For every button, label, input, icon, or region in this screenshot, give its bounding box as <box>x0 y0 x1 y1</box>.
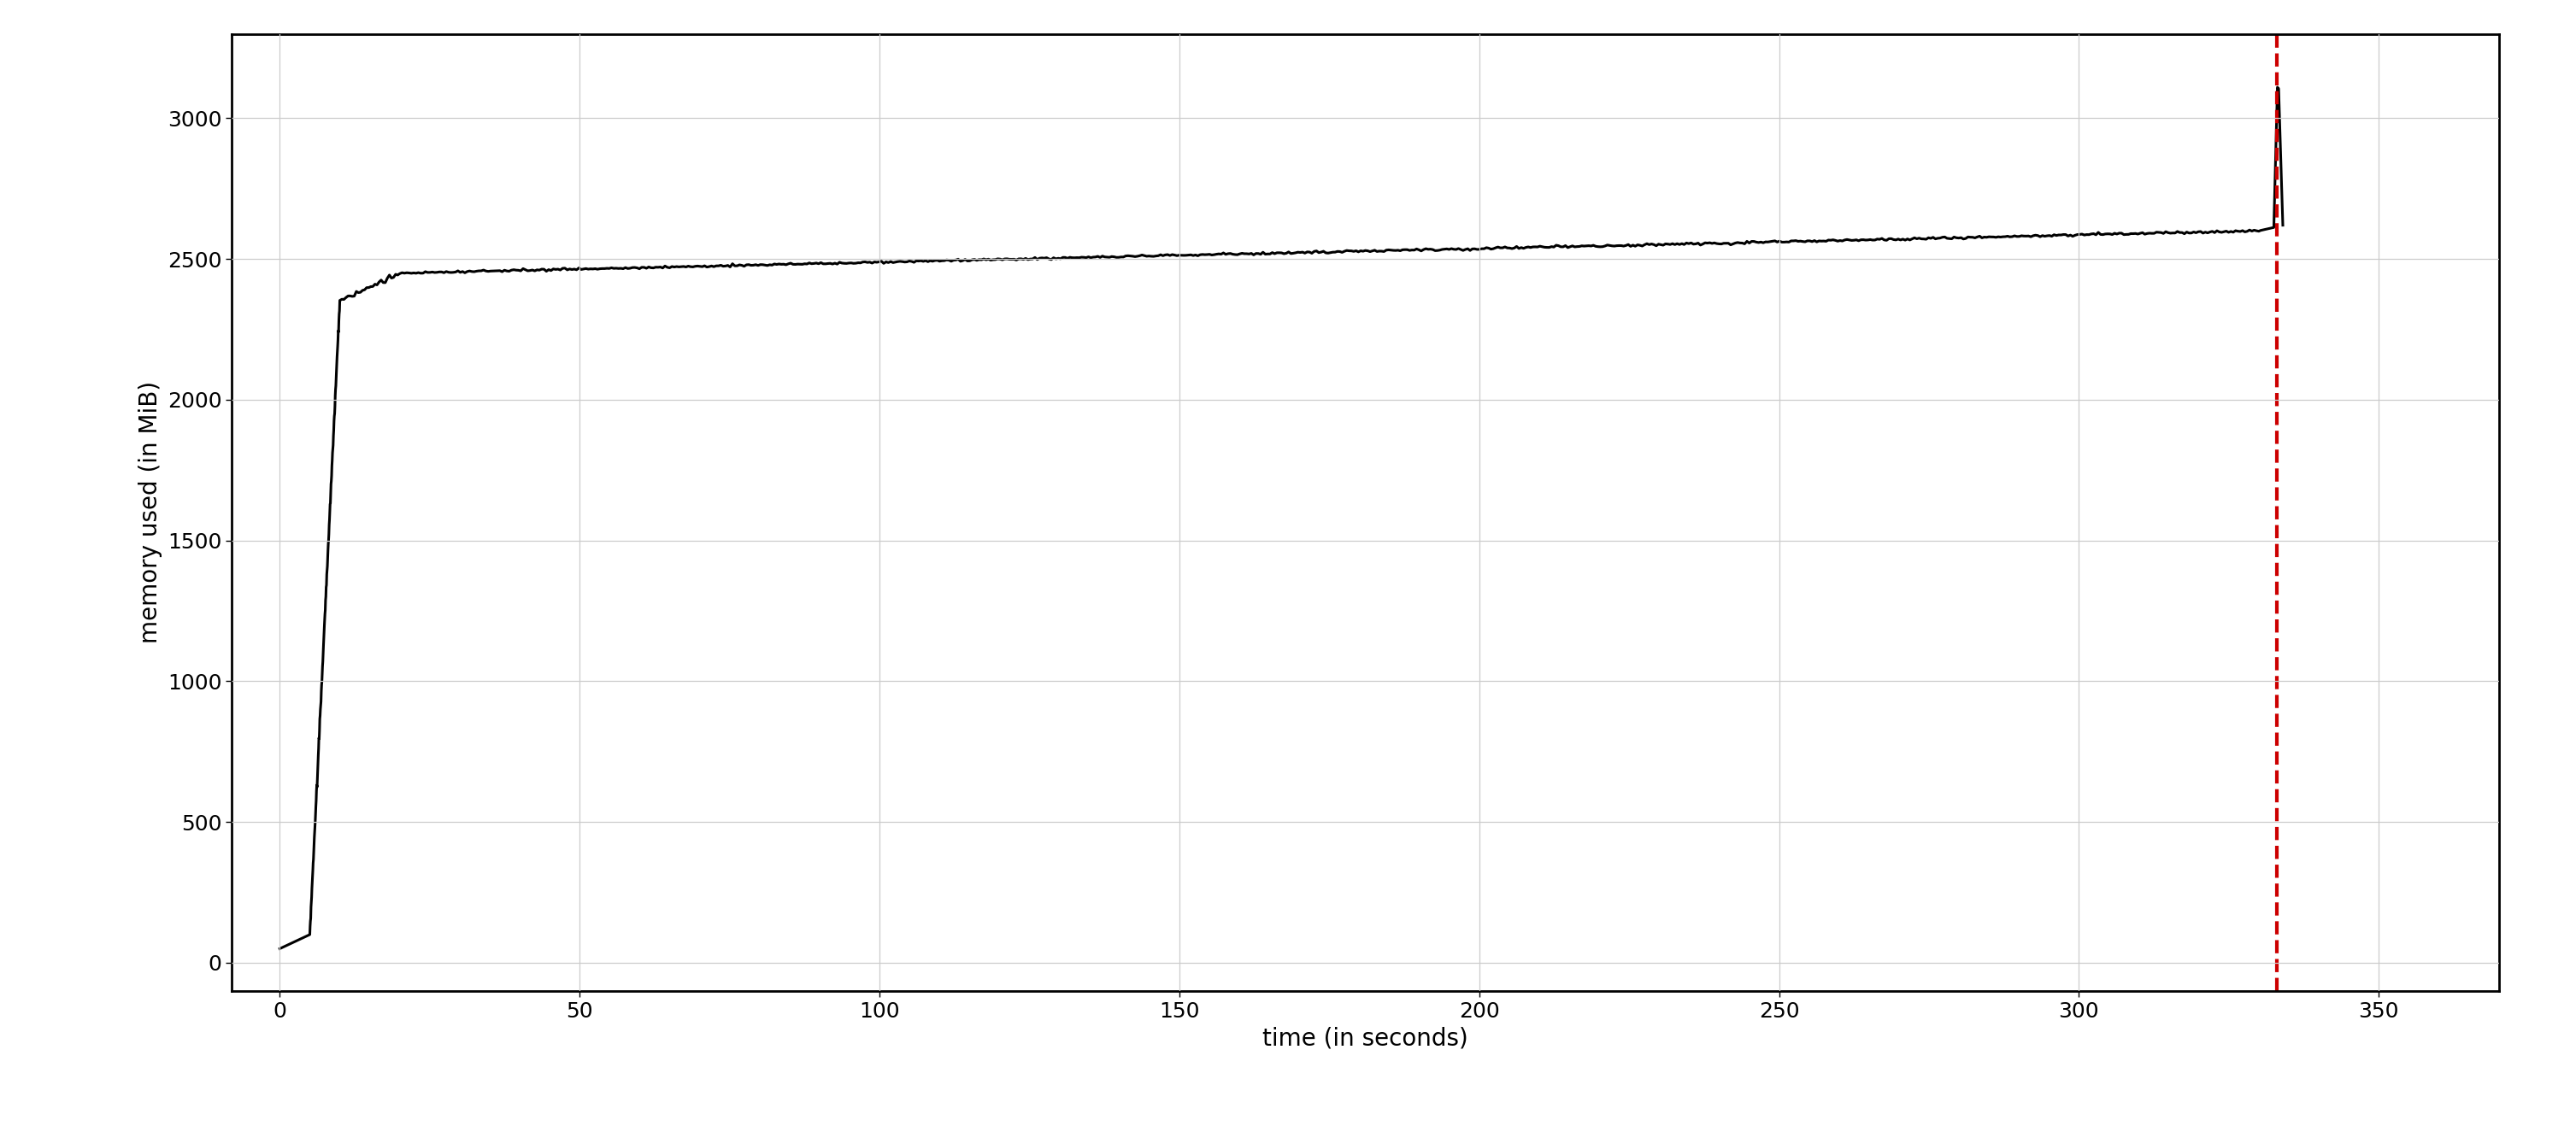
Y-axis label: memory used (in MiB): memory used (in MiB) <box>139 381 162 644</box>
X-axis label: time (in seconds): time (in seconds) <box>1262 1026 1468 1051</box>
